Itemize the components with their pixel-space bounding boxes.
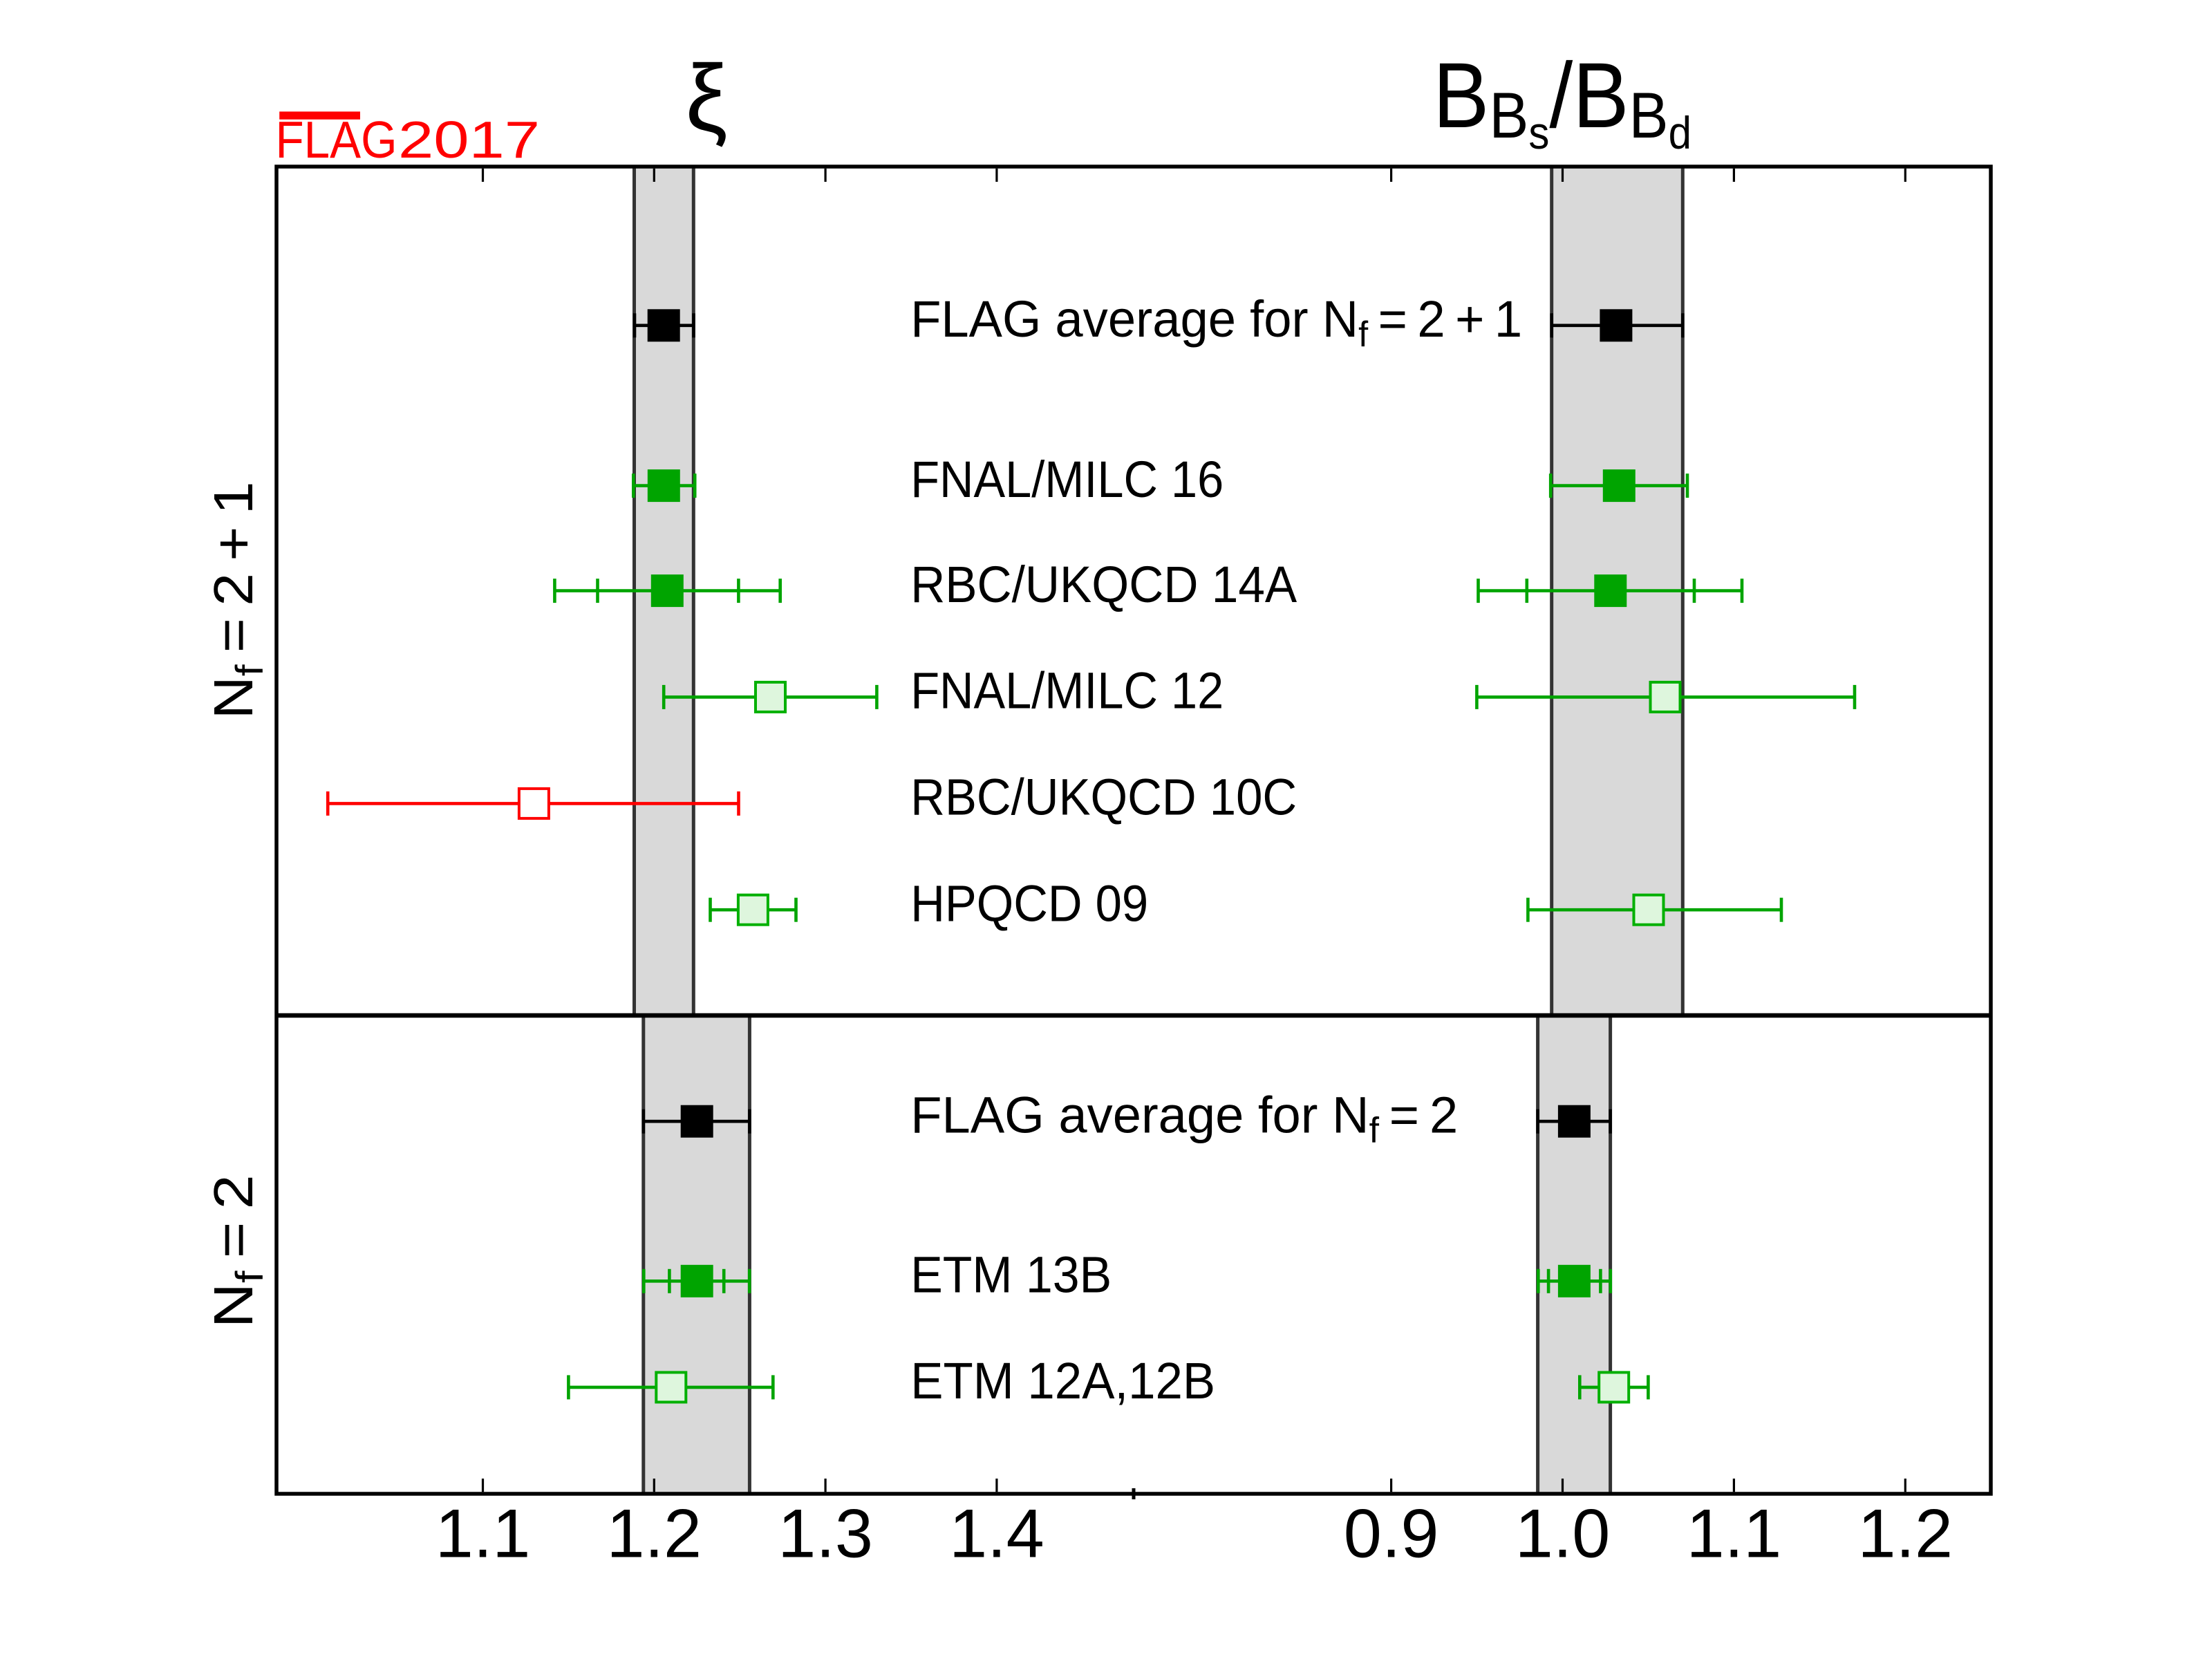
svg-text:ETM 12A,12B: ETM 12A,12B — [910, 1352, 1215, 1409]
svg-text:1.0: 1.0 — [1515, 1494, 1611, 1571]
svg-text:0.9: 0.9 — [1344, 1494, 1439, 1571]
svg-text:HPQCD 09: HPQCD 09 — [910, 874, 1148, 932]
svg-text:ξ: ξ — [685, 46, 727, 151]
svg-text:RBC/UKQCD 14A: RBC/UKQCD 14A — [910, 556, 1297, 613]
svg-text:1.1: 1.1 — [435, 1494, 531, 1571]
svg-text:1.3: 1.3 — [778, 1494, 873, 1571]
svg-text:1.2: 1.2 — [606, 1494, 702, 1571]
svg-text:1.1: 1.1 — [1687, 1494, 1782, 1571]
svg-text:2017: 2017 — [398, 111, 540, 169]
svg-text:Nf = 2: Nf = 2 — [203, 1174, 271, 1328]
svg-text:FLAG average for Nf = 2 + 1: FLAG average for Nf = 2 + 1 — [910, 290, 1522, 355]
svg-text:1.4: 1.4 — [949, 1494, 1044, 1571]
svg-text:1.2: 1.2 — [1857, 1494, 1953, 1571]
svg-text:FNAL/MILC 12: FNAL/MILC 12 — [910, 662, 1224, 720]
svg-text:RBC/UKQCD 10C: RBC/UKQCD 10C — [910, 769, 1297, 826]
svg-text:Nf = 2 + 1: Nf = 2 + 1 — [203, 481, 271, 719]
svg-text:FNAL/MILC 16: FNAL/MILC 16 — [910, 451, 1224, 508]
svg-text:FLAG: FLAG — [276, 111, 397, 169]
svg-text:ETM 13B: ETM 13B — [910, 1246, 1112, 1304]
svg-text:FLAG average for Nf = 2: FLAG average for Nf = 2 — [910, 1086, 1458, 1150]
